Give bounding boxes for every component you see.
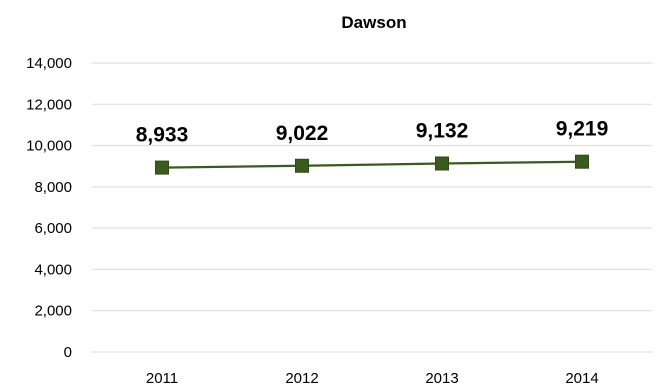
y-tick-label: 2,000 — [34, 303, 72, 320]
data-label: 8,933 — [136, 124, 189, 147]
gridlines — [92, 62, 652, 353]
y-tick-label: 14,000 — [26, 55, 72, 72]
y-tick-label: 4,000 — [34, 261, 72, 278]
y-axis-ticks: 0 2,000 4,000 6,000 8,000 10,000 12,000 14,000 — [26, 55, 72, 361]
data-labels: 8,933 9,022 9,132 9,219 — [136, 118, 609, 147]
series-line — [155, 154, 589, 175]
data-point-marker — [155, 160, 169, 175]
x-tick-label: 2014 — [565, 370, 598, 387]
y-tick-label: 0 — [64, 344, 72, 361]
series-line-path — [161, 160, 583, 169]
y-tick-label: 6,000 — [34, 220, 72, 237]
y-tick-label: 8,000 — [34, 179, 72, 196]
y-tick-label: 10,000 — [26, 138, 72, 155]
data-point-marker — [575, 154, 589, 169]
x-tick-label: 2012 — [285, 370, 318, 387]
data-label: 9,219 — [556, 118, 609, 141]
data-point-marker — [295, 158, 309, 173]
x-tick-label: 2013 — [425, 370, 458, 387]
x-axis-ticks: 2011 2012 2013 2014 — [146, 370, 599, 387]
chart-title: Dawson — [341, 13, 406, 32]
data-label: 9,132 — [416, 119, 469, 142]
y-tick-label: 12,000 — [26, 96, 72, 113]
x-tick-label: 2011 — [146, 370, 178, 387]
data-label: 9,022 — [276, 122, 329, 145]
data-point-marker — [435, 156, 449, 171]
